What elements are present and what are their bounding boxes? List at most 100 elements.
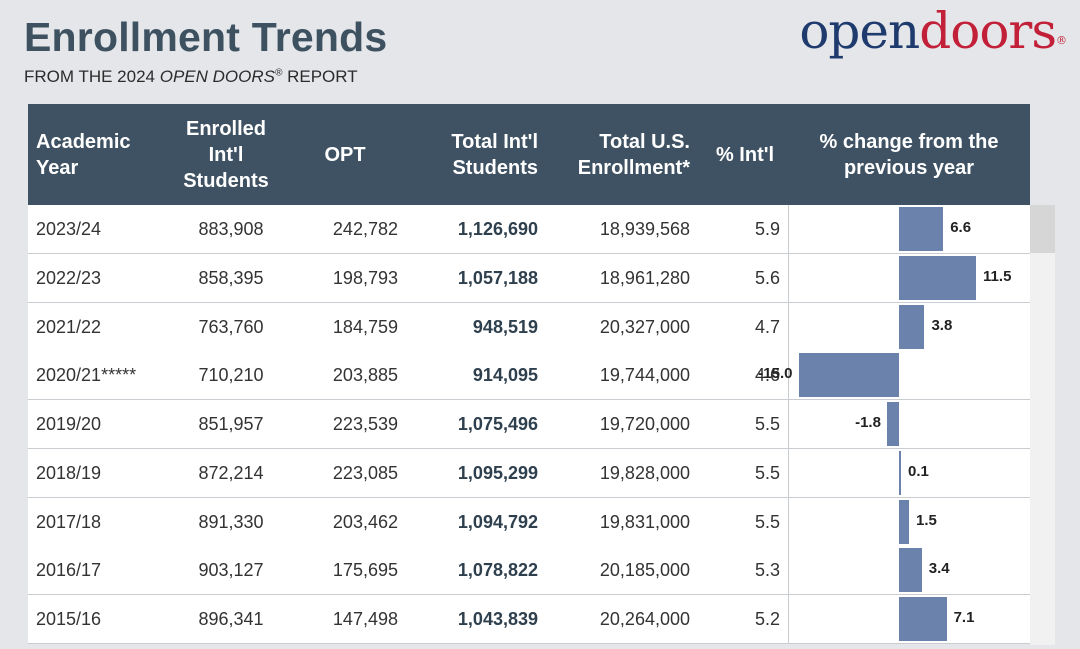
cell-total-intl: 914,095 bbox=[472, 365, 538, 386]
cell-pct-intl: 5.9 bbox=[754, 219, 780, 239]
subtitle-prefix: FROM THE 2024 bbox=[24, 67, 160, 86]
cell-academic-year: 2015/16 bbox=[36, 609, 102, 629]
page-title: Enrollment Trends bbox=[24, 14, 388, 60]
cell-pct-intl: 5.2 bbox=[754, 609, 780, 629]
scrollbar-track[interactable] bbox=[1030, 205, 1055, 645]
logo-registered-mark: ® bbox=[1056, 34, 1067, 47]
cell-total-us: 19,828,000 bbox=[599, 462, 690, 483]
table-row: 2023/24 883,908 242,782 1,126,690 18,939,568… bbox=[28, 205, 1030, 254]
col-opt-label: OPT bbox=[324, 143, 366, 166]
cell-enrolled: 891,330 bbox=[198, 511, 264, 532]
cell-pct-intl: 4.6 bbox=[754, 365, 780, 386]
change-bar-cell: -1.8 bbox=[788, 400, 1030, 448]
cell-total-intl: 1,126,690 bbox=[457, 219, 538, 239]
cell-opt: 175,695 bbox=[332, 560, 398, 581]
change-bar-label: 6.6 bbox=[950, 219, 972, 236]
change-bar bbox=[886, 402, 899, 446]
cell-academic-year: 2019/20 bbox=[36, 414, 102, 434]
table-row: 2021/22 763,760 184,759 948,519 20,327,000 4.… bbox=[28, 302, 1030, 352]
cell-academic-year: 2021/22 bbox=[36, 316, 102, 337]
logo-open: open bbox=[799, 2, 920, 60]
change-bar-cell: 1.5 bbox=[788, 497, 1030, 546]
cell-opt: 242,782 bbox=[332, 219, 398, 239]
change-bar-cell: 7.1 bbox=[788, 595, 1030, 643]
cell-enrolled: 883,908 bbox=[198, 219, 264, 239]
change-bar-cell: 3.4 bbox=[788, 546, 1030, 595]
table-row: 2016/17 903,127 175,695 1,078,822 20,185,000… bbox=[28, 546, 1030, 596]
subtitle-report-name: OPEN DOORS bbox=[159, 67, 275, 86]
cell-total-us: 20,327,000 bbox=[599, 316, 690, 337]
change-bar-label: 7.1 bbox=[953, 609, 975, 626]
col-total-us-label: Total U.S. Enrollment* bbox=[577, 130, 690, 179]
cell-enrolled: 858,395 bbox=[198, 267, 264, 288]
col-pct-intl: % Int'l bbox=[704, 104, 786, 205]
cell-opt: 203,462 bbox=[332, 511, 398, 532]
table-row: 2015/16 896,341 147,498 1,043,839 20,264,000… bbox=[28, 595, 1030, 644]
cell-academic-year: 2020/21***** bbox=[36, 365, 137, 386]
cell-total-us: 18,939,568 bbox=[599, 219, 690, 239]
cell-academic-year: 2017/18 bbox=[36, 511, 102, 532]
enrollment-table: Academic Year Enrolled Int'l Students OP… bbox=[28, 104, 1055, 645]
col-academic-year: Academic Year bbox=[36, 104, 176, 205]
change-bar-cell: 0.1 bbox=[788, 448, 1030, 497]
cell-total-intl: 1,094,792 bbox=[457, 511, 538, 532]
cell-opt: 223,539 bbox=[332, 414, 398, 434]
col-total-us: Total U.S. Enrollment* bbox=[550, 104, 690, 205]
table-row: 2019/20 851,957 223,539 1,075,496 19,720,000… bbox=[28, 400, 1030, 449]
change-bar bbox=[899, 207, 944, 251]
cell-opt: 223,085 bbox=[332, 462, 398, 483]
cell-academic-year: 2022/23 bbox=[36, 267, 102, 288]
col-opt: OPT bbox=[300, 104, 390, 205]
cell-pct-intl: 5.5 bbox=[754, 462, 780, 483]
cell-pct-intl: 5.5 bbox=[754, 511, 780, 532]
col-pct-intl-label: % Int'l bbox=[715, 143, 775, 166]
cell-total-intl: 1,078,822 bbox=[457, 560, 538, 581]
cell-enrolled: 851,957 bbox=[198, 414, 264, 434]
table-row: 2018/19 872,214 223,085 1,095,299 19,828,000… bbox=[28, 448, 1030, 498]
table-row: 2022/23 858,395 198,793 1,057,188 18,961,280… bbox=[28, 253, 1030, 303]
change-bar-label: 3.8 bbox=[931, 316, 953, 334]
change-bar-cell: 3.8 bbox=[788, 302, 1030, 351]
scrollbar-thumb[interactable] bbox=[1030, 205, 1055, 253]
open-doors-logo: opendoors® bbox=[799, 0, 1067, 62]
change-bar bbox=[899, 597, 947, 641]
cell-total-us: 20,185,000 bbox=[599, 560, 690, 581]
col-academic-year-label: Academic Year bbox=[36, 130, 131, 179]
cell-pct-intl: 5.6 bbox=[754, 267, 780, 288]
change-bar bbox=[899, 548, 922, 593]
col-enrolled-label: Enrolled Int'l Students bbox=[183, 117, 269, 192]
cell-total-intl: 1,075,496 bbox=[457, 414, 538, 434]
cell-total-intl: 1,057,188 bbox=[457, 267, 538, 288]
cell-total-intl: 948,519 bbox=[472, 316, 538, 337]
change-bar-label: 11.5 bbox=[983, 267, 1012, 285]
cell-opt: 203,885 bbox=[332, 365, 398, 386]
change-bar bbox=[798, 353, 899, 398]
change-bar bbox=[899, 450, 901, 495]
col-enrolled: Enrolled Int'l Students bbox=[176, 104, 276, 205]
col-pct-change-label: % change from the previous year bbox=[819, 130, 999, 179]
cell-total-intl: 1,095,299 bbox=[457, 462, 538, 483]
change-bar-label: 1.5 bbox=[916, 511, 937, 529]
change-bar-cell: 6.6 bbox=[788, 205, 1030, 253]
cell-academic-year: 2016/17 bbox=[36, 560, 102, 581]
table-row: 2017/18 891,330 203,462 1,094,792 19,831,000… bbox=[28, 497, 1030, 547]
cell-total-us: 19,744,000 bbox=[599, 365, 690, 386]
change-bar-label: -15.0 bbox=[758, 365, 793, 383]
page-subtitle: FROM THE 2024 OPEN DOORS® REPORT bbox=[24, 67, 358, 87]
table-header: Academic Year Enrolled Int'l Students OP… bbox=[28, 104, 1030, 205]
change-bar-cell: 11.5 bbox=[788, 253, 1030, 302]
table-row: 2020/21***** 710,210 203,885 914,095 19,744,… bbox=[28, 351, 1030, 401]
change-bar-label: 0.1 bbox=[908, 462, 929, 480]
change-bar-cell: -15.0 bbox=[758, 351, 1030, 400]
cell-enrolled: 872,214 bbox=[198, 462, 264, 483]
cell-opt: 147,498 bbox=[332, 609, 398, 629]
change-bar bbox=[899, 499, 910, 544]
change-bar bbox=[899, 304, 925, 349]
cell-total-us: 19,831,000 bbox=[599, 511, 690, 532]
cell-total-us: 20,264,000 bbox=[599, 609, 690, 629]
logo-doors: doors bbox=[919, 2, 1057, 60]
col-pct-change: % change from the previous year bbox=[788, 104, 1030, 205]
cell-pct-intl: 5.3 bbox=[754, 560, 780, 581]
cell-total-us: 18,961,280 bbox=[599, 267, 690, 288]
cell-academic-year: 2018/19 bbox=[36, 462, 102, 483]
